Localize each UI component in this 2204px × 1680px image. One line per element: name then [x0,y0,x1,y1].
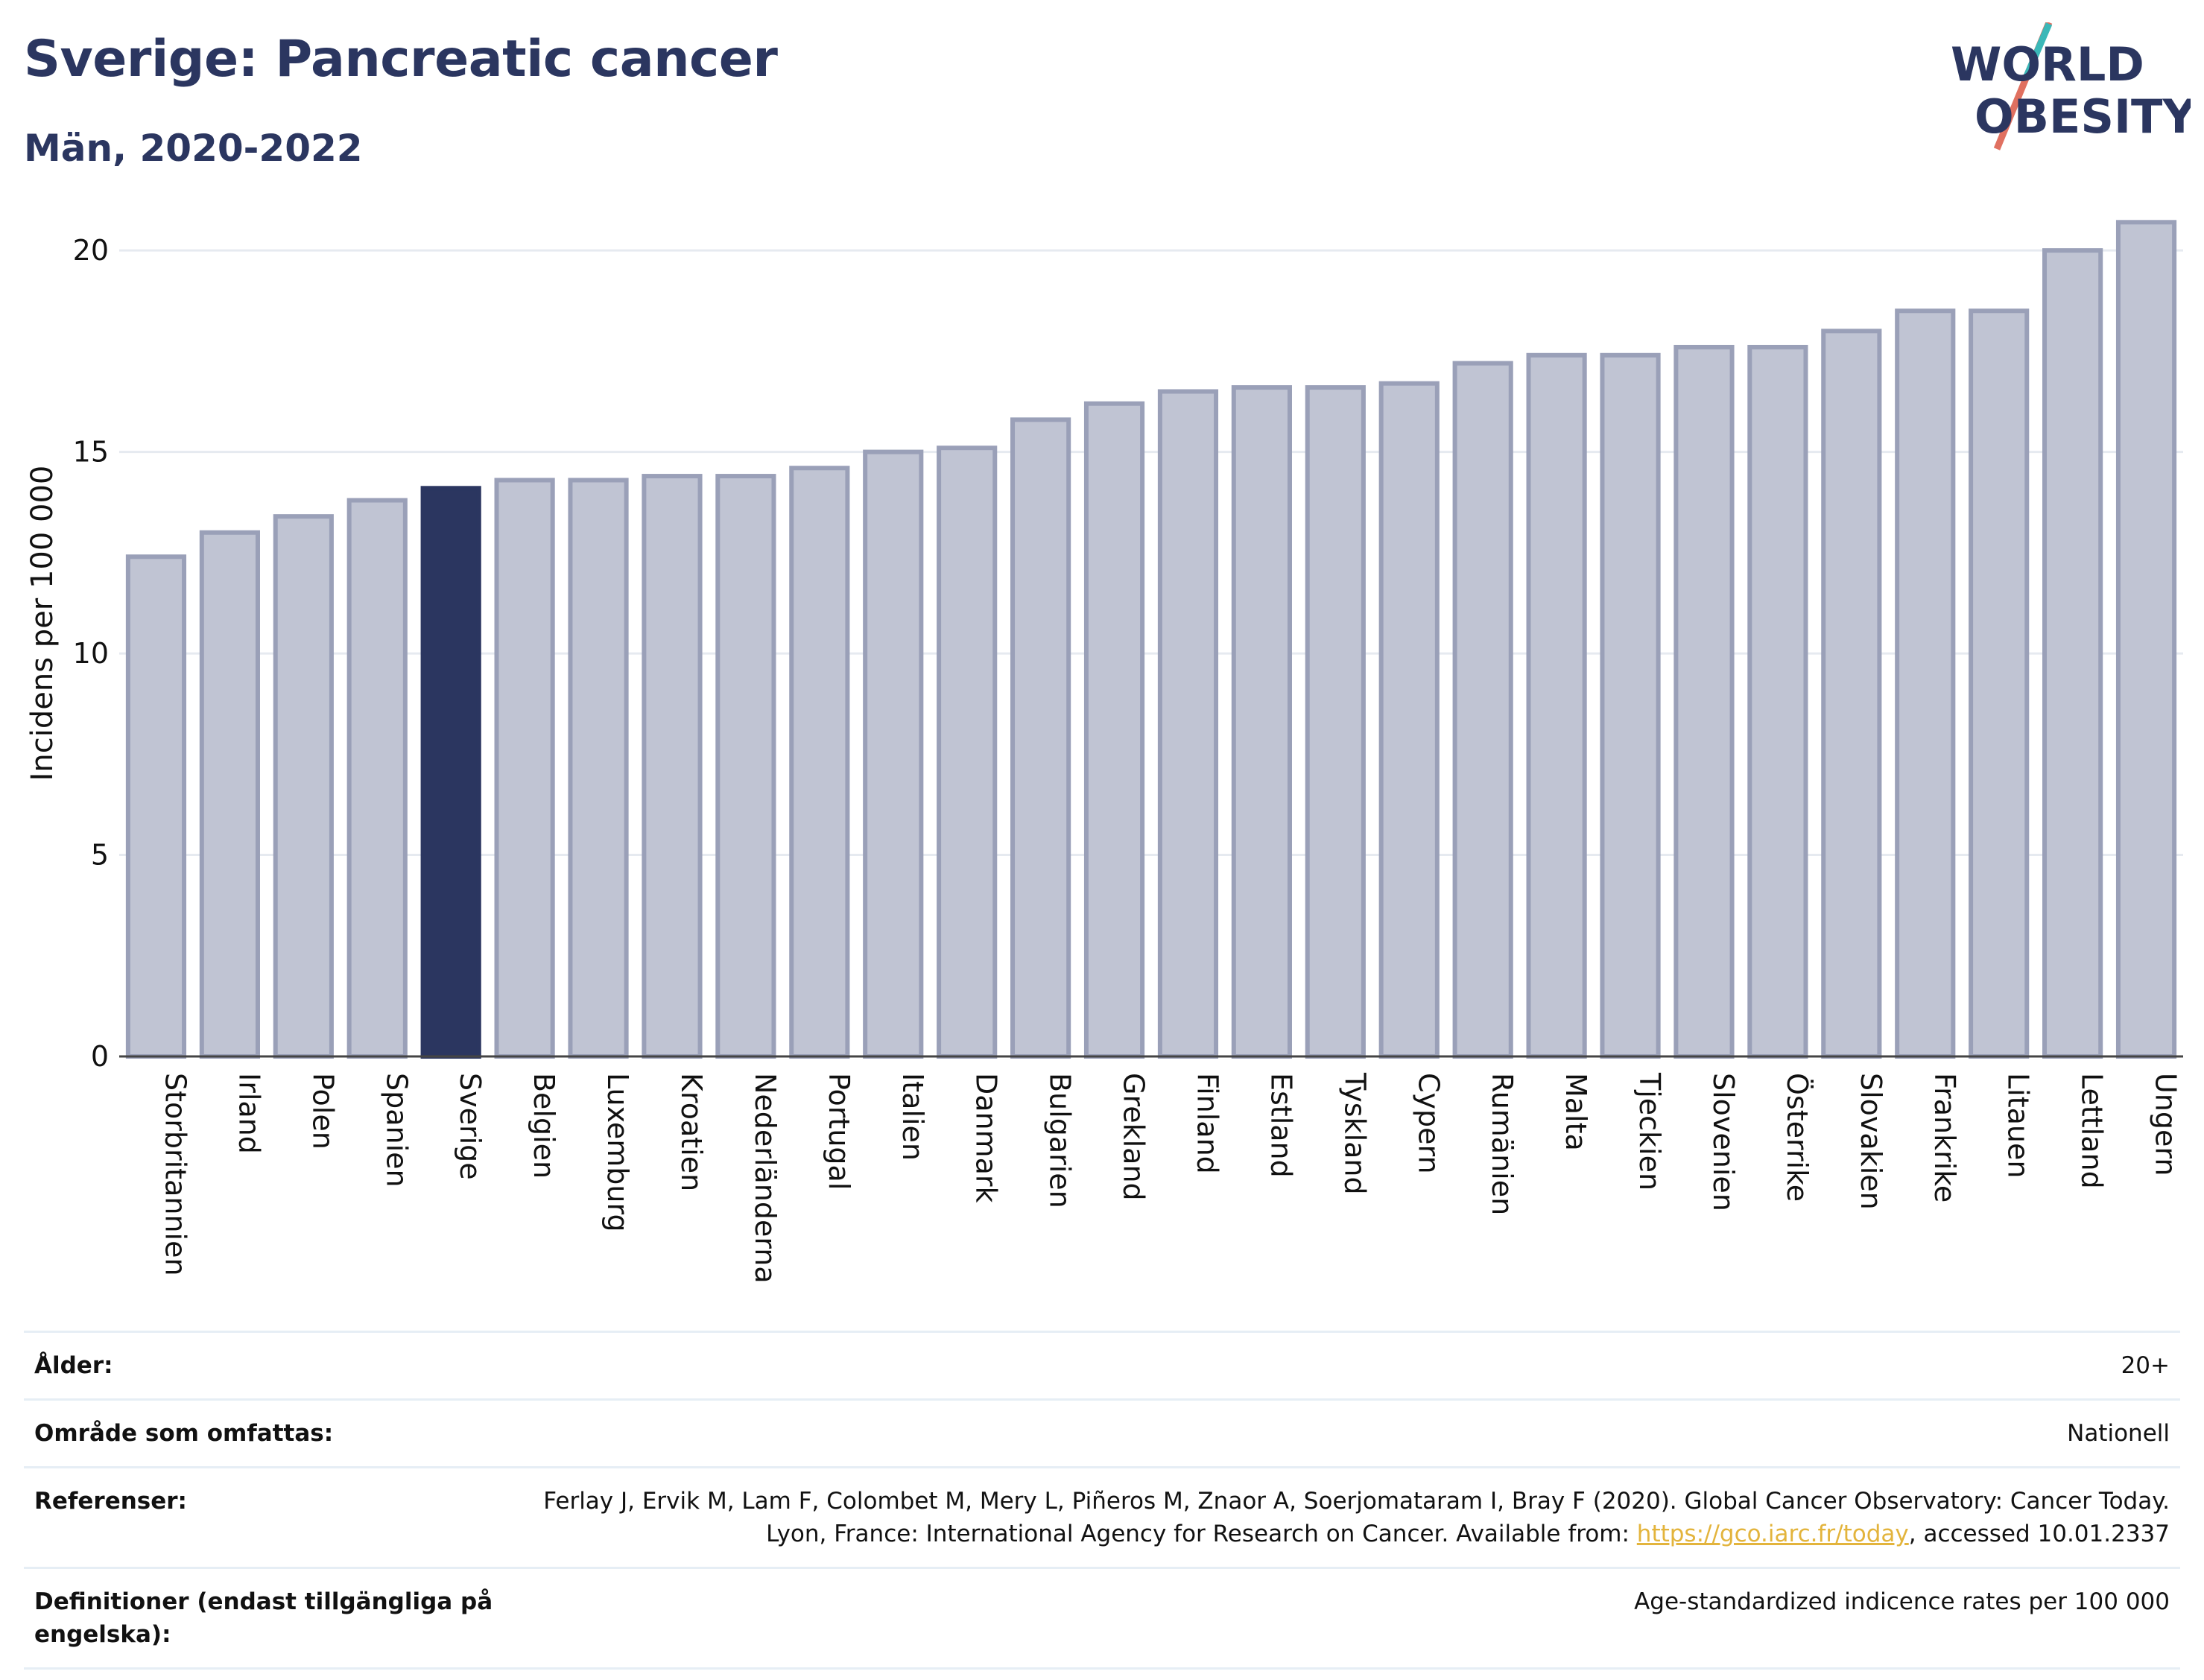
y-tick-label: 15 [73,436,109,469]
meta-value: 20+ [2121,1352,2170,1379]
x-tick-label: Cypern [1412,1073,1445,1174]
reference-accessed: , accessed 10.01.2337 [1908,1521,2170,1547]
meta-row-area: Område som omfattas: Nationell [24,1398,2180,1466]
bar-tjeckien [1600,352,1661,1059]
x-tick-label: Bulgarien [1044,1073,1077,1208]
meta-label: Referenser: [34,1488,187,1515]
x-tick-label: Rumänien [1486,1073,1519,1215]
bar-litauen [1969,308,2030,1059]
x-tick-label: Litauen [2002,1073,2035,1178]
bar-tyskland [1305,385,1366,1059]
bar-portugal [789,466,850,1059]
bar-storbritannien [125,554,187,1059]
x-tick-label: Grekland [1118,1073,1150,1201]
bar-cypern [1378,381,1440,1059]
bar-danmark [937,446,998,1059]
bar-finland [1157,389,1219,1059]
y-tick-label: 5 [91,839,109,872]
x-tick-label: Tyskland [1338,1072,1371,1195]
bar-spanien [346,498,408,1059]
page-title: Sverige: Pancreatic cancer [24,30,778,89]
logo-slash-teal [2023,22,2053,77]
bar-italien [863,449,924,1059]
bar-slovenien [1673,344,1735,1059]
reference-text: Ferlay J, Ervik M, Lam F, Colombet M, Me… [543,1488,2170,1547]
bar-estland [1231,385,1292,1059]
x-tick-label: Estland [1264,1073,1297,1178]
x-tick-label: Slovakien [1855,1073,1887,1210]
x-tick-label: Portugal [823,1073,855,1190]
x-tick-label: Danmark [970,1073,1003,1203]
y-tick-label: 20 [73,234,109,267]
x-tick-label: Spanien [380,1073,413,1188]
x-tick-label: Luxemburg [601,1073,634,1232]
meta-row-references: Referenser: Ferlay J, Ervik M, Lam F, Co… [24,1466,2180,1567]
page-subtitle: Män, 2020-2022 [24,127,363,170]
x-tick-label: Irland [232,1073,265,1154]
bar-frankrike [1895,308,1956,1059]
bar-polen [273,514,334,1059]
logo-line2: OBESITY [1975,89,2191,144]
meta-value: Age-standardized indicence rates per 100… [1634,1588,2170,1615]
metadata-table: Ålder: 20+ Område som omfattas: Nationel… [24,1331,2180,1670]
x-tick-label: Ungern [2150,1073,2182,1176]
reference-link[interactable]: https://gco.iarc.fr/today [1636,1521,1909,1547]
bar-ungern [2115,220,2177,1059]
bar-kroatien [642,474,703,1059]
logo-line1: WORLD [1951,37,2144,92]
meta-label: Definitioner (endast tillgängliga på eng… [34,1588,493,1648]
x-tick-label: Belgien [528,1073,560,1179]
bar-bulgarien [1010,417,1071,1059]
bar-nederländerna [715,474,776,1059]
bar-belgien [494,478,555,1059]
bar-irland [199,530,260,1059]
x-tick-label: Nederländerna [749,1073,782,1284]
bar-grekland [1083,401,1145,1059]
bars [125,220,2177,1059]
x-tick-label: Polen [306,1073,339,1150]
meta-value: Ferlay J, Ervik M, Lam F, Colombet M, Me… [511,1485,2170,1550]
y-tick-label: 0 [91,1040,109,1073]
bar-österrike [1747,344,1808,1059]
x-tick-label: Malta [1559,1073,1592,1151]
y-axis-ticks: 0 5 10 15 20 [73,234,109,1073]
bar-malta [1526,352,1587,1059]
x-tick-label: Slovenien [1707,1073,1740,1211]
x-tick-label: Frankrike [1928,1073,1961,1202]
bar-lettland [2042,248,2103,1059]
x-tick-label: Sverige [454,1073,487,1180]
meta-label: Område som omfattas: [34,1420,334,1447]
x-tick-label: Lettland [2076,1073,2109,1189]
x-tick-label: Kroatien [675,1073,708,1191]
bar-luxemburg [568,478,629,1059]
bar-slovakien [1821,329,1882,1059]
y-tick-label: 10 [73,637,109,670]
bar-sverige [420,486,481,1059]
meta-label: Ålder: [34,1352,113,1379]
y-axis-label: Incidens per 100 000 [25,466,60,782]
x-tick-label: Tjeckien [1633,1072,1666,1191]
meta-row-age: Ålder: 20+ [24,1331,2180,1398]
x-tick-label: Österrike [1781,1073,1814,1202]
bar-chart: 0 5 10 15 20 Storbritannien Irland Polen Spanie… [25,220,2183,1284]
x-axis-ticks: Storbritannien Irland Polen Spanien Sverige B… [159,1072,2182,1284]
meta-row-definitions: Definitioner (endast tillgängliga på eng… [24,1567,2180,1670]
world-obesity-logo: WORLD OBESITY [1951,22,2191,150]
bar-rumänien [1452,361,1513,1059]
x-tick-label: Italien [896,1073,929,1161]
meta-value: Nationell [2067,1420,2170,1447]
x-tick-label: Storbritannien [159,1073,191,1276]
x-tick-label: Finland [1191,1073,1223,1174]
